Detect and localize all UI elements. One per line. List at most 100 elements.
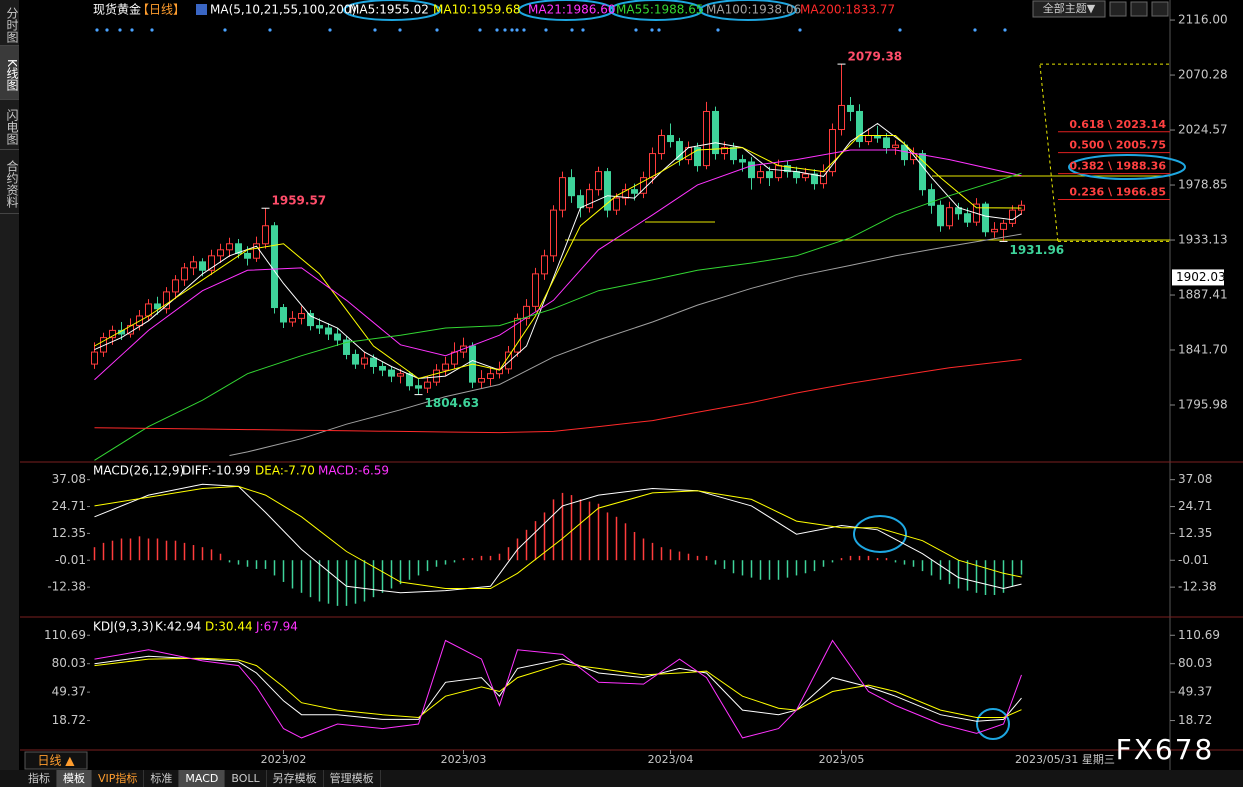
cursor-price-label: 1902.03: [1176, 270, 1226, 284]
legend-entry: DEA:-7.70: [255, 464, 315, 478]
tab[interactable]: 标准: [144, 770, 180, 787]
tab[interactable]: 另存模板: [267, 770, 324, 787]
candle-body: [487, 373, 494, 380]
price-annotation: 1931.96: [1010, 243, 1065, 257]
signal-dot: [118, 28, 122, 32]
candle-body: [847, 104, 854, 112]
tab[interactable]: 管理模板: [324, 770, 381, 787]
candle-body: [856, 110, 863, 143]
candle-body: [262, 225, 269, 245]
y-tick-label: -0.01: [1178, 553, 1209, 567]
y-tick-label: 80.03: [52, 656, 86, 670]
highlight-circle: [976, 708, 1010, 740]
window-button[interactable]: [1151, 1, 1169, 17]
candle-body: [631, 189, 638, 194]
fib-label: 0.236 \ 1966.85: [1069, 185, 1166, 198]
y-tick-label: 1978.85: [1178, 178, 1228, 192]
candle-body: [658, 135, 665, 155]
candle-body: [379, 365, 386, 371]
candle-body: [667, 135, 674, 143]
candle-body: [397, 373, 404, 377]
y-tick-label: 2070.28: [1178, 68, 1228, 82]
candle-body: [316, 325, 323, 329]
sidebar-tab[interactable]: 闪电图: [0, 100, 19, 150]
candle-body: [361, 357, 368, 365]
ma-line: [94, 135, 1022, 380]
signal-dot: [328, 28, 332, 32]
candle-body: [424, 381, 431, 389]
theme-menu-label[interactable]: 全部主题▼: [1043, 1, 1096, 15]
y-tick-label: -12.38: [47, 580, 86, 594]
legend-entry: MA200:1833.77: [800, 3, 895, 17]
candle-body: [892, 144, 899, 149]
period-label: 【日线】: [137, 3, 185, 17]
candle-body: [478, 378, 485, 383]
signal-dot: [268, 28, 272, 32]
y-tick-label: 12.35: [52, 526, 86, 540]
legend-entry: K:42.94: [155, 620, 201, 634]
candle-body: [334, 333, 341, 341]
chart-window: 现货黄金 【日线】 全部主题▼ 日线 ▲ 2023/05/31 星期三 FX67…: [20, 0, 1243, 770]
candle-body: [343, 339, 350, 355]
signal-dot: [478, 28, 482, 32]
candle-body: [415, 385, 422, 389]
signal-dot: [435, 28, 439, 32]
candle-body: [622, 189, 629, 199]
sidebar: [0, 214, 19, 770]
legend-entry: MA100:1938.06: [706, 3, 801, 17]
price-annotation: 1959.57: [272, 194, 327, 208]
indicator-line: [94, 483, 1022, 594]
tab[interactable]: MACD: [179, 770, 226, 787]
signal-dot: [130, 28, 134, 32]
candle-body: [271, 225, 278, 309]
last-date: 2023/05/31 星期三: [1015, 753, 1115, 766]
signal-dot: [657, 28, 661, 32]
ma-line: [94, 122, 1022, 380]
settings-icon[interactable]: [196, 4, 207, 15]
sidebar-tab[interactable]: K线图: [0, 46, 19, 100]
candle-body: [100, 337, 107, 353]
window-button[interactable]: [1130, 1, 1148, 17]
y-tick-label: 2024.57: [1178, 123, 1228, 137]
candle-body: [919, 153, 926, 191]
candle-body: [244, 252, 251, 259]
sidebar-tab[interactable]: 分时图: [0, 0, 19, 46]
candle-body: [559, 177, 566, 211]
candle-body: [883, 137, 890, 149]
window-button[interactable]: [1109, 1, 1127, 17]
legend-entry: D:30.44: [205, 620, 253, 634]
candle-body: [829, 129, 836, 173]
x-tick-label: 2023/05: [819, 753, 865, 766]
legend-title: KDJ(9,3,3): [93, 620, 154, 634]
tab[interactable]: 指标: [22, 770, 57, 787]
theme-menu[interactable]: [1032, 0, 1106, 18]
tab[interactable]: 模板: [57, 770, 92, 787]
y-tick-label: 1933.13: [1178, 233, 1228, 247]
candle-body: [541, 255, 548, 275]
ma-line: [94, 172, 1022, 461]
candle-body: [226, 243, 233, 251]
tab[interactable]: VIP指标: [92, 770, 145, 787]
candle-body: [784, 165, 791, 173]
highlight-circle: [1068, 154, 1186, 180]
signal-dot: [150, 28, 154, 32]
legend-entry: J:67.94: [255, 620, 298, 634]
y-tick-label: 24.71: [52, 499, 86, 513]
candle-body: [748, 161, 755, 179]
candle-body: [289, 317, 296, 323]
period-selector-label[interactable]: 日线 ▲: [37, 754, 75, 768]
candle-body: [154, 303, 161, 310]
candle-body: [712, 110, 719, 155]
candle-body: [640, 177, 647, 194]
ma-line: [94, 359, 1022, 434]
sidebar-tab[interactable]: 合约资料: [0, 150, 19, 214]
cursor-price-box: [1172, 269, 1224, 286]
y-tick-label: 37.08: [1178, 472, 1212, 486]
candle-body: [199, 261, 206, 271]
period-selector[interactable]: [24, 751, 88, 770]
y-tick-label: -12.38: [1178, 580, 1217, 594]
y-tick-label: 49.37: [52, 685, 86, 699]
tab[interactable]: BOLL: [225, 770, 267, 787]
candle-body: [613, 197, 620, 211]
legend-title: MA(5,10,21,55,100,200): [210, 3, 356, 17]
